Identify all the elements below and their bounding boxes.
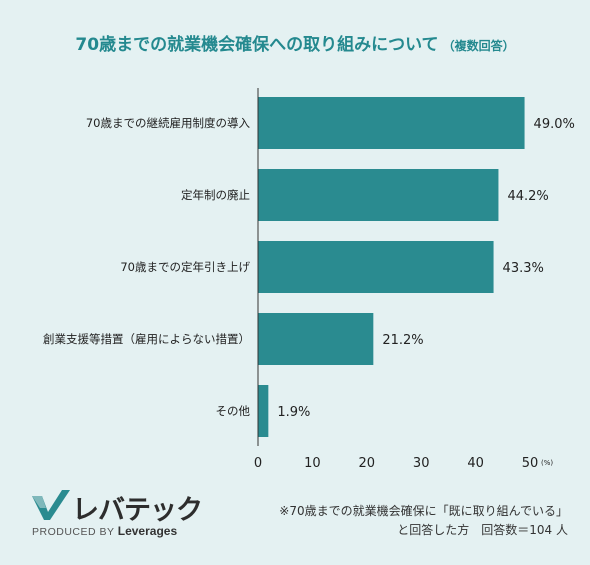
x-tick-label: 10 [304, 456, 321, 471]
bar [258, 97, 525, 149]
category-label: 70歳までの定年引き上げ [120, 260, 250, 274]
bar [258, 313, 374, 365]
x-axis-unit: (%) [541, 459, 553, 467]
x-tick-label: 50 [522, 456, 539, 471]
logo-name: レバテック [72, 495, 203, 526]
bar [258, 169, 499, 221]
data-label: 49.0% [534, 117, 575, 132]
chart-title: 70歳までの就業機会確保への取り組みについて （複数回答） [0, 30, 590, 55]
footnote: ※70歳までの就業機会確保に「既に取り組んでいる」 と回答した方 回答数＝104… [208, 502, 568, 540]
bar [258, 241, 494, 293]
logo-produced-by: PRODUCED BY Leverages [32, 524, 177, 538]
footnote-line-1: ※70歳までの就業機会確保に「既に取り組んでいる」 [279, 504, 568, 518]
category-label: 創業支援等措置（雇用によらない措置） [43, 332, 250, 346]
logo-produced-by-label: PRODUCED BY [32, 526, 115, 538]
data-label: 1.9% [277, 405, 310, 420]
category-label: 定年制の廃止 [181, 188, 250, 202]
data-label: 21.2% [382, 333, 423, 348]
chart-title-sub: （複数回答） [442, 39, 515, 53]
category-label: 70歳までの継続雇用制度の導入 [86, 116, 251, 130]
x-tick-label: 30 [413, 456, 430, 471]
x-tick-label: 0 [254, 456, 262, 471]
category-label: その他 [216, 404, 251, 418]
x-tick-label: 20 [359, 456, 376, 471]
bar [258, 385, 269, 437]
leverages-logo: レバテック PRODUCED BY Leverages [30, 488, 203, 538]
data-label: 44.2% [507, 189, 548, 204]
bar-chart: 70歳までの継続雇用制度の導入 49.0% 定年制の廃止 44.2% 70歳までの定年引… [43, 88, 575, 471]
data-label: 43.3% [503, 261, 544, 276]
chart-title-main: 70歳までの就業機会確保への取り組みについて [75, 35, 439, 55]
footnote-line-2: と回答した方 回答数＝104 人 [397, 523, 568, 537]
logo-company: Leverages [117, 524, 178, 538]
checkmark-logo-icon [32, 490, 70, 520]
x-tick-label: 40 [467, 456, 484, 471]
